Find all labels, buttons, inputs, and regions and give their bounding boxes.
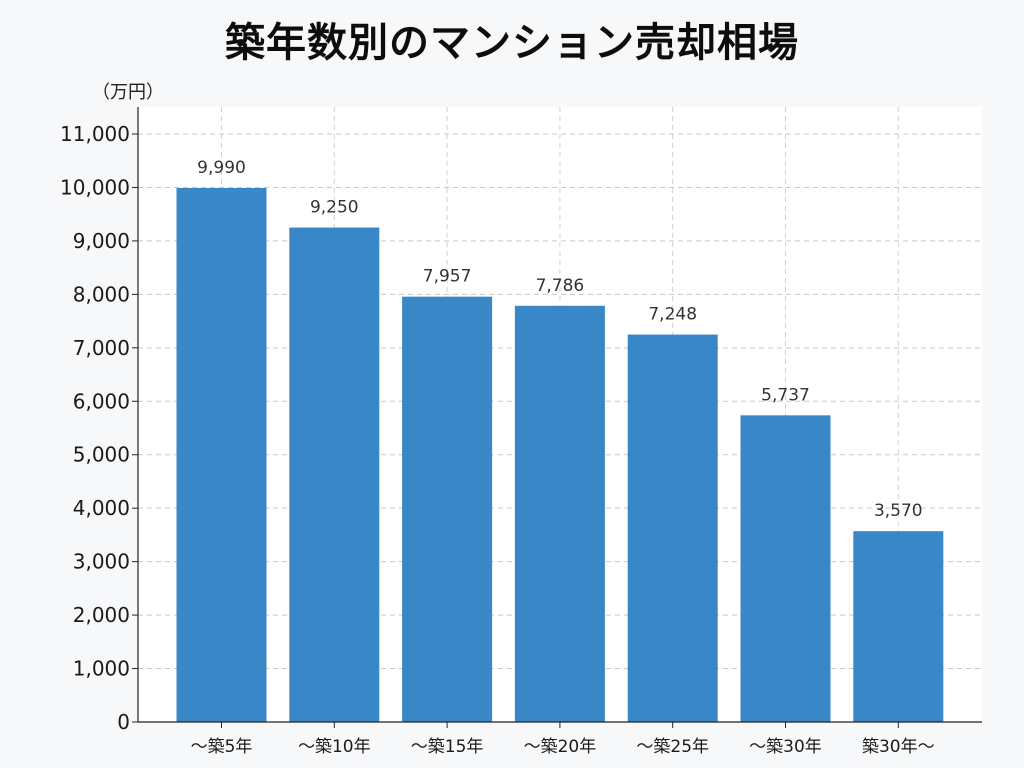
bar-value-label: 7,957 [423,267,472,287]
y-tick-label: 7,000 [73,336,130,360]
x-tick-label: 〜築10年 [298,737,371,757]
y-tick-label: 6,000 [73,389,130,413]
y-tick-label: 1,000 [73,657,130,681]
x-tick-label: 〜築20年 [524,737,597,757]
x-tick-label: 〜築30年 [749,737,822,757]
chart-title: 築年数別のマンション売却相場 [225,20,799,66]
y-tick-label: 9,000 [73,229,130,253]
bar [853,531,944,722]
x-tick-label: 〜築5年 [191,737,253,757]
y-tick-label: 10,000 [60,175,130,199]
bar [176,187,267,723]
y-tick-label: 11,000 [60,122,130,146]
bar-value-label: 9,250 [310,198,359,218]
bar-value-label: 3,570 [874,501,923,521]
y-axis-unit-label: （万円） [92,82,164,103]
x-tick-label: 〜築25年 [636,737,709,757]
y-tick-label: 8,000 [73,282,130,306]
bar-value-label: 7,786 [536,276,585,296]
bar-value-label: 9,990 [197,158,246,178]
bar [740,415,831,722]
y-tick-label: 5,000 [73,443,130,467]
x-tick-label: 築30年〜 [862,737,935,757]
y-tick-label: 3,000 [73,550,130,574]
bar [289,227,380,722]
y-tick-label: 2,000 [73,603,130,627]
bar-value-label: 5,737 [761,385,810,405]
bar [402,296,493,722]
bar [627,334,718,722]
x-tick-label: 〜築15年 [411,737,484,757]
bar-value-label: 7,248 [648,305,697,325]
y-tick-label: 4,000 [73,496,130,520]
bar [514,305,605,722]
y-tick-label: 0 [117,710,130,734]
